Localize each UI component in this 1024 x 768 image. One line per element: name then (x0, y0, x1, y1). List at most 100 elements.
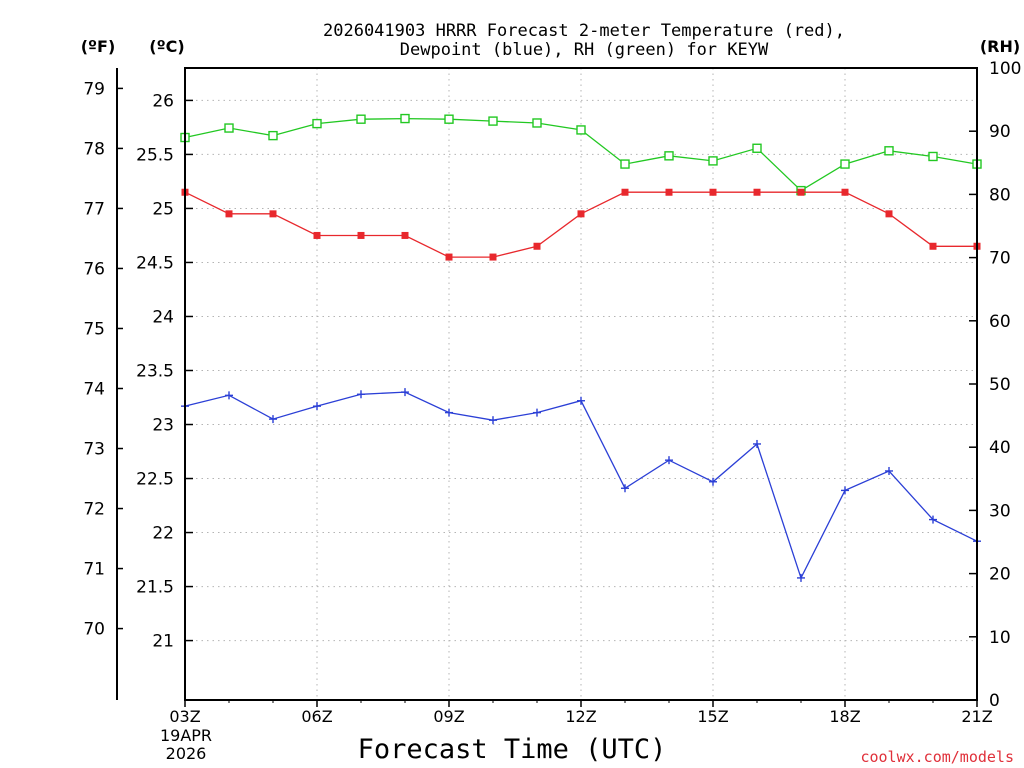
fahrenheit-tick-label: 72 (83, 500, 105, 520)
celsius-axis-header: (ºC) (149, 37, 184, 56)
x-tick-label: 18Z (829, 707, 860, 726)
rh-point (664, 151, 674, 161)
x-tick-label: 21Z (961, 707, 992, 726)
rh-point (444, 114, 454, 124)
dewpoint-point (357, 390, 365, 399)
celsius-tick-label: 21.5 (136, 578, 174, 598)
temperature-point (313, 231, 321, 239)
temperature-point (269, 210, 277, 218)
temperature-point (797, 188, 805, 196)
temperature-point (621, 188, 629, 196)
celsius-tick-label: 25 (152, 199, 174, 219)
temperature-point (225, 210, 233, 218)
dewpoint-point (313, 402, 321, 411)
date-label-day: 19APR (160, 726, 212, 745)
dewpoint-point (577, 396, 585, 405)
celsius-tick-label: 21 (152, 632, 174, 652)
rh-tick-label: 80 (989, 185, 1011, 205)
x-tick-label: 15Z (697, 707, 728, 726)
rh-point (752, 143, 762, 153)
fahrenheit-tick-label: 70 (83, 620, 105, 640)
celsius-tick-label: 24 (152, 307, 174, 327)
rh-point (400, 113, 410, 124)
dewpoint-point (665, 456, 673, 465)
rh-point (488, 116, 498, 126)
dewpoint-series (181, 388, 981, 582)
x-axis-title: Forecast Time (UTC) (358, 734, 667, 765)
x-tick-label: 09Z (433, 707, 464, 726)
rh-point (928, 151, 938, 162)
rh-point (224, 123, 234, 133)
temperature-point (445, 253, 453, 261)
chart-title-line1: 2026041903 HRRR Forecast 2-meter Tempera… (323, 21, 845, 41)
fahrenheit-tick-label: 71 (83, 560, 105, 580)
fahrenheit-tick-label: 77 (83, 199, 105, 219)
celsius-tick-label: 26 (152, 91, 174, 111)
temperature-point (489, 253, 497, 261)
temperature-point (709, 188, 717, 196)
rh-tick-label: 20 (989, 565, 1011, 585)
dewpoint-point (885, 466, 893, 475)
rh-point (620, 159, 630, 169)
fahrenheit-axis-header: (ºF) (81, 37, 116, 56)
temperature-point (885, 210, 893, 218)
rh-point (884, 146, 894, 156)
rh-point (312, 118, 322, 129)
chart-title-line2: Dewpoint (blue), RH (green) for KEYW (400, 40, 769, 60)
rh-tick-label: 40 (989, 438, 1011, 458)
rh-point (268, 130, 278, 141)
plot-frame (184, 67, 978, 701)
dewpoint-point (753, 439, 761, 448)
rh-tick-label: 70 (989, 249, 1011, 269)
temperature-point (841, 188, 849, 196)
temperature-point (577, 210, 585, 218)
rh-tick-label: 90 (989, 122, 1011, 142)
x-tick-label: 03Z (169, 707, 200, 726)
rh-tick-label: 30 (989, 501, 1011, 521)
fahrenheit-tick-label: 75 (83, 319, 105, 339)
rh-axis-header: (RH) (980, 37, 1020, 56)
dewpoint-line (184, 391, 978, 580)
celsius-tick-label: 23 (152, 416, 174, 436)
dewpoint-point (533, 408, 541, 417)
fahrenheit-tick-label: 73 (83, 440, 105, 460)
x-tick-label: 06Z (301, 707, 332, 726)
dewpoint-point (401, 388, 409, 397)
rh-point (576, 125, 586, 135)
fahrenheit-tick-label: 78 (83, 139, 105, 159)
dewpoint-point (709, 477, 717, 486)
axes (116, 67, 978, 707)
credit-link[interactable]: coolwx.com/models (860, 748, 1014, 766)
fahrenheit-tick-label: 76 (83, 259, 105, 279)
rh-tick-label: 50 (989, 375, 1011, 395)
dewpoint-point (797, 573, 805, 582)
rh-point (708, 156, 718, 166)
grid (185, 68, 977, 700)
dewpoint-point (269, 415, 277, 424)
temperature-point (929, 242, 937, 250)
celsius-tick-label: 22 (152, 524, 174, 544)
dewpoint-point (225, 391, 233, 400)
rh-tick-label: 0 (989, 691, 1000, 711)
dewpoint-point (489, 416, 497, 425)
temperature-point (357, 231, 365, 239)
temperature-line (184, 191, 977, 258)
temperature-point (401, 231, 409, 239)
celsius-tick-label: 24.5 (136, 253, 174, 273)
rh-point (532, 118, 542, 128)
temperature-point (665, 188, 673, 196)
rh-tick-label: 100 (989, 59, 1021, 79)
date-label-year: 2026 (166, 744, 207, 763)
rh-point (356, 114, 366, 124)
dewpoint-point (929, 515, 937, 524)
dewpoint-point (445, 408, 453, 417)
celsius-tick-label: 25.5 (136, 145, 174, 165)
fahrenheit-tick-label: 79 (83, 79, 105, 99)
x-tick-label: 12Z (565, 707, 596, 726)
temperature-point (533, 242, 541, 250)
dewpoint-point (621, 484, 629, 493)
dewpoint-point (841, 486, 849, 495)
temperature-point (753, 188, 761, 196)
